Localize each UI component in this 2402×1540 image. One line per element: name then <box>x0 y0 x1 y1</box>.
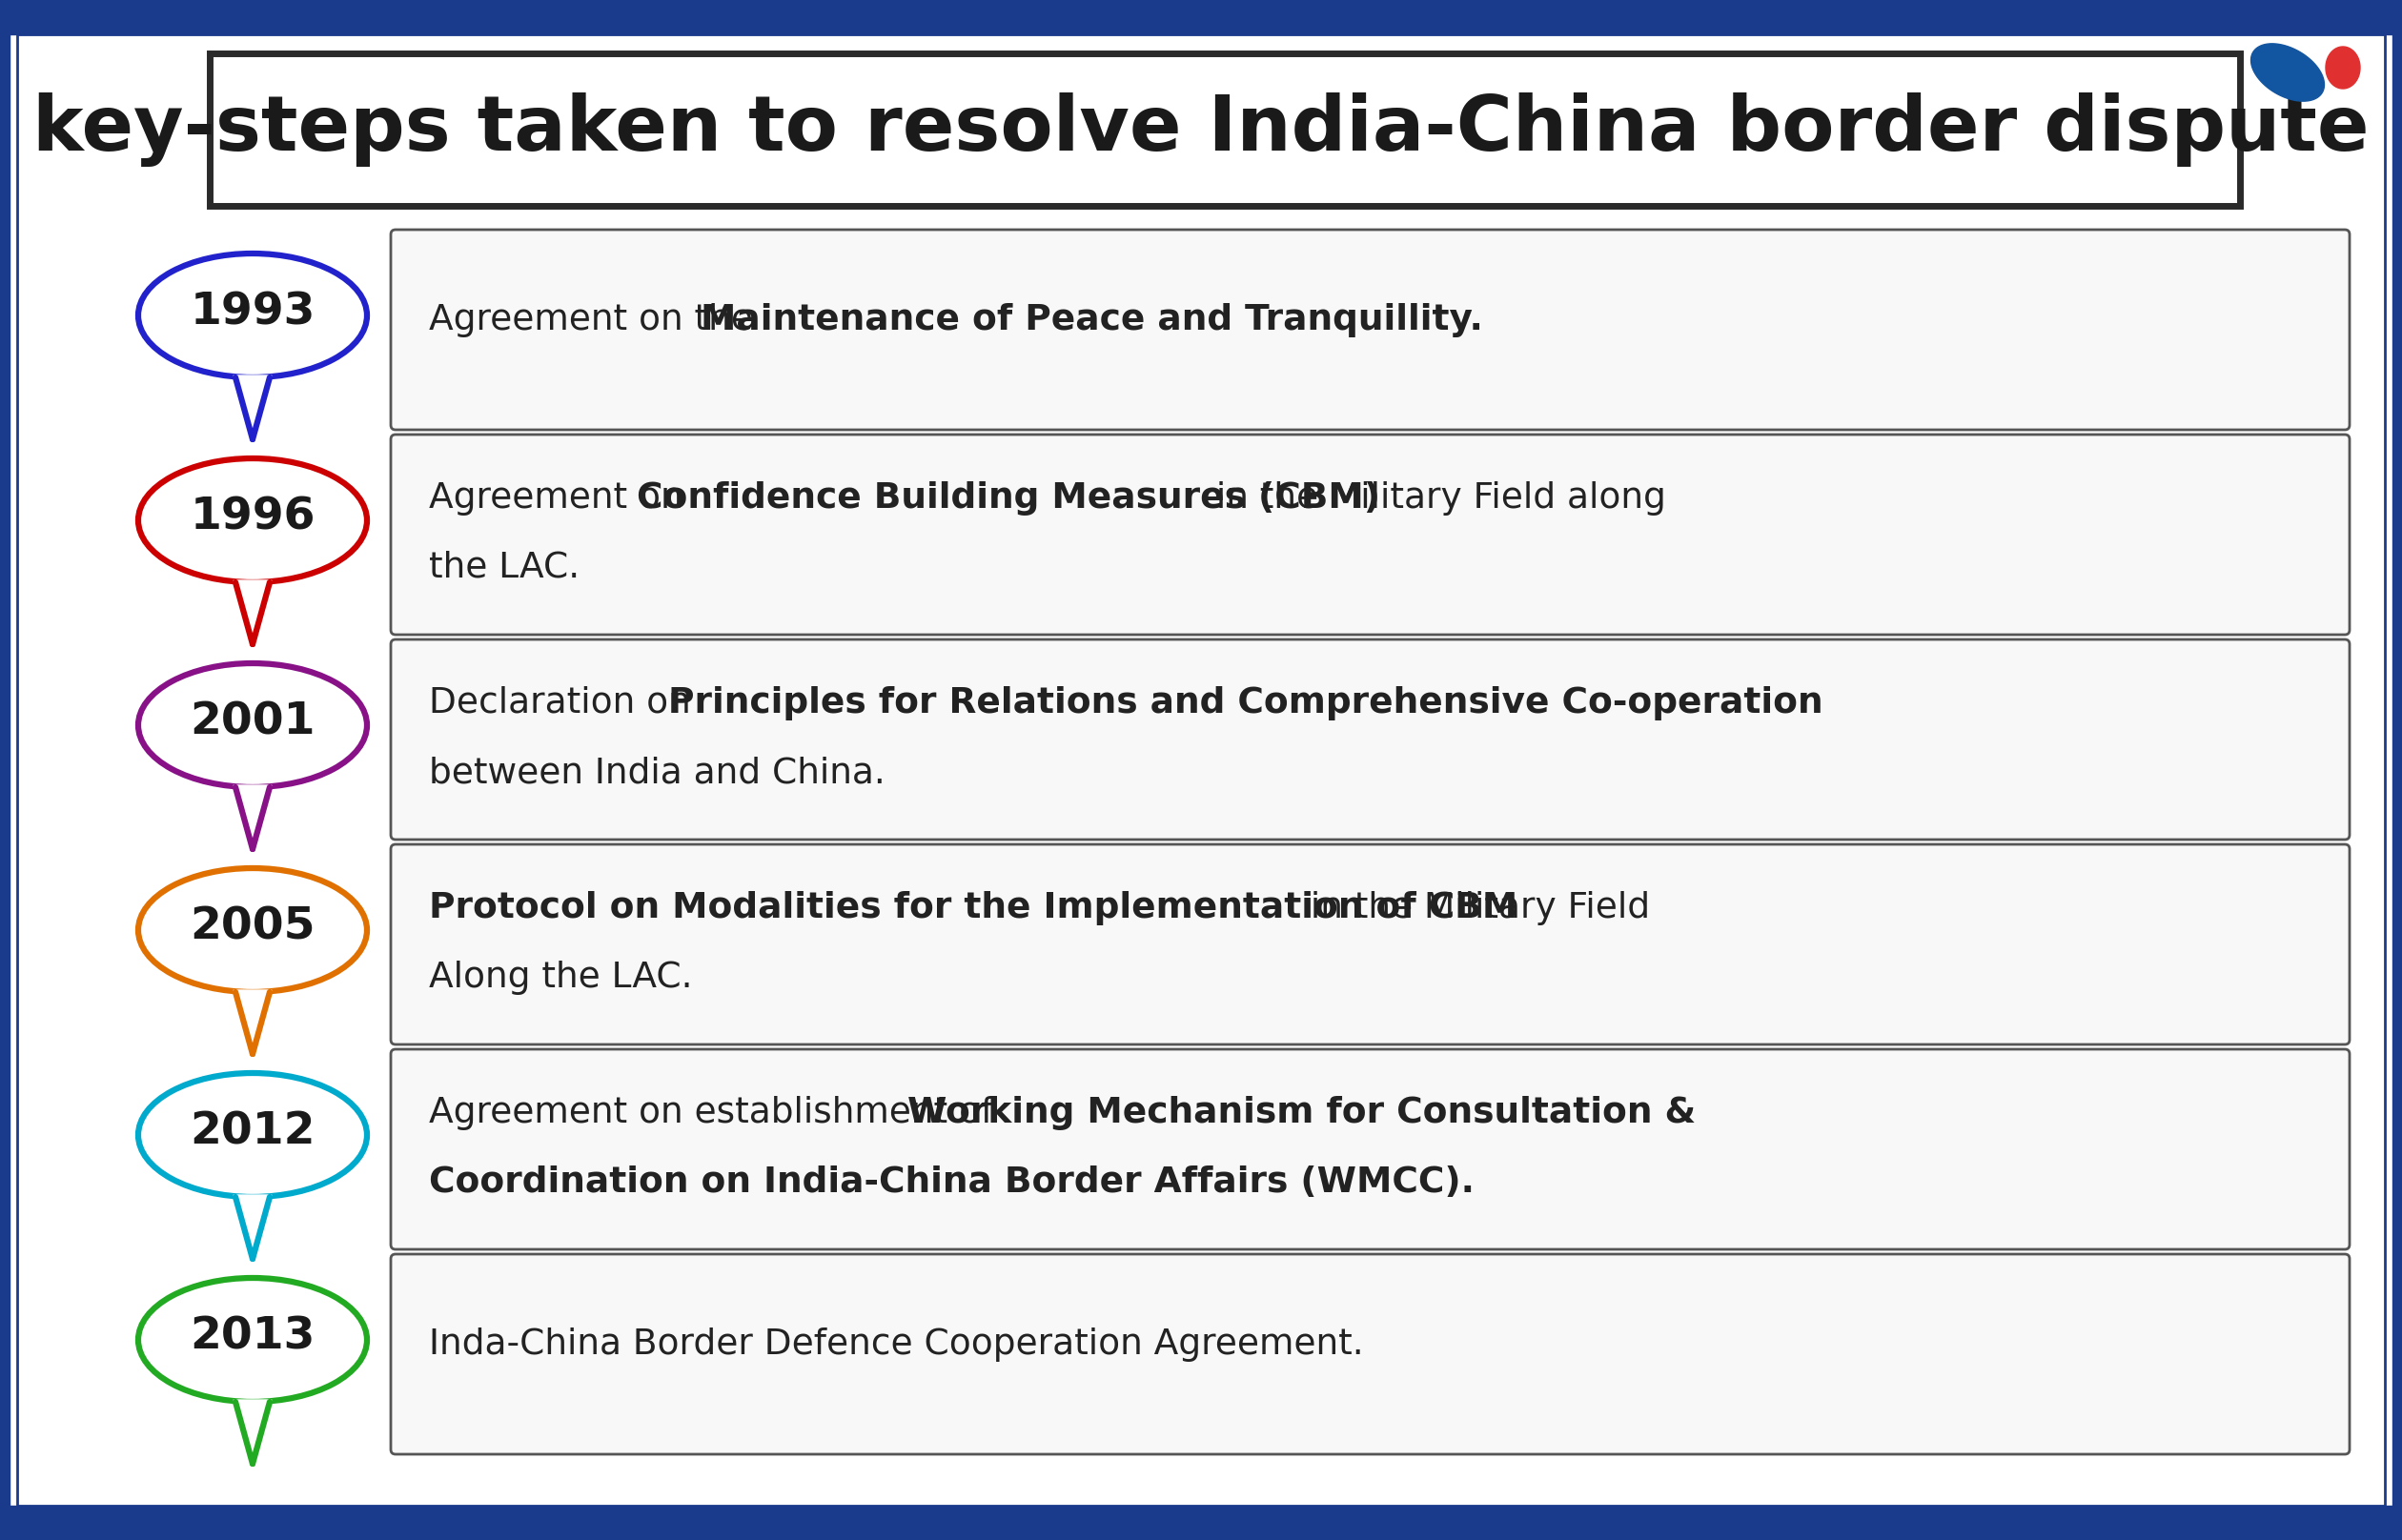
Bar <box>0 0 10 1540</box>
Text: Agreement on establishment of: Agreement on establishment of <box>430 1096 1004 1130</box>
Ellipse shape <box>139 1073 368 1197</box>
FancyBboxPatch shape <box>392 844 2349 1044</box>
Bar <box>0 1506 2402 1540</box>
Text: Maintenance of Peace and Tranquillity.: Maintenance of Peace and Tranquillity. <box>701 303 1482 337</box>
FancyBboxPatch shape <box>209 54 2241 206</box>
Ellipse shape <box>139 664 368 787</box>
Ellipse shape <box>139 459 368 582</box>
Ellipse shape <box>139 1278 368 1401</box>
Text: Agreement on: Agreement on <box>430 480 694 516</box>
Text: between India and China.: between India and China. <box>430 756 886 790</box>
Polygon shape <box>2325 46 2361 89</box>
Ellipse shape <box>139 254 368 377</box>
Polygon shape <box>233 785 271 849</box>
Text: Agreement on the: Agreement on the <box>430 303 764 337</box>
FancyBboxPatch shape <box>392 639 2349 839</box>
FancyBboxPatch shape <box>392 229 2349 430</box>
Text: Declaration on: Declaration on <box>430 687 701 721</box>
Text: Inda-China Border Defence Cooperation Agreement.: Inda-China Border Defence Cooperation Ag… <box>430 1327 1364 1361</box>
Bar <box>0 0 2402 34</box>
Ellipse shape <box>139 869 368 992</box>
Polygon shape <box>2251 43 2325 102</box>
Bar <box>2392 0 2402 1540</box>
Text: Protocol on Modalities for the Implementation of CBM: Protocol on Modalities for the Implement… <box>430 892 1518 926</box>
Text: Coordination on India-China Border Affairs (WMCC).: Coordination on India-China Border Affai… <box>430 1166 1475 1200</box>
Polygon shape <box>233 581 271 644</box>
Text: 2012: 2012 <box>190 1110 315 1153</box>
Text: 2005: 2005 <box>190 906 315 949</box>
Text: 2013: 2013 <box>190 1315 315 1358</box>
Text: the LAC.: the LAC. <box>430 551 579 585</box>
Text: Principles for Relations and Comprehensive Co-operation: Principles for Relations and Comprehensi… <box>668 687 1823 721</box>
Polygon shape <box>233 990 271 1053</box>
Text: Working Mechanism for Consultation &: Working Mechanism for Consultation & <box>908 1096 1696 1130</box>
Text: 1996: 1996 <box>190 496 315 539</box>
Text: Confidence Building Measures (CBM): Confidence Building Measures (CBM) <box>637 480 1379 516</box>
Polygon shape <box>233 376 271 439</box>
Text: in the Military Field along: in the Military Field along <box>1206 480 1667 516</box>
Text: key-steps taken to resolve India-China border dispute: key-steps taken to resolve India-China b… <box>34 92 2368 166</box>
Text: 2001: 2001 <box>190 701 315 744</box>
Text: in the Military Field: in the Military Field <box>1299 892 1650 926</box>
Polygon shape <box>233 1400 271 1463</box>
Text: Along the LAC.: Along the LAC. <box>430 961 692 995</box>
Text: 1993: 1993 <box>190 291 315 334</box>
FancyBboxPatch shape <box>392 1049 2349 1249</box>
FancyBboxPatch shape <box>392 1254 2349 1454</box>
FancyBboxPatch shape <box>392 434 2349 634</box>
Polygon shape <box>233 1195 271 1258</box>
